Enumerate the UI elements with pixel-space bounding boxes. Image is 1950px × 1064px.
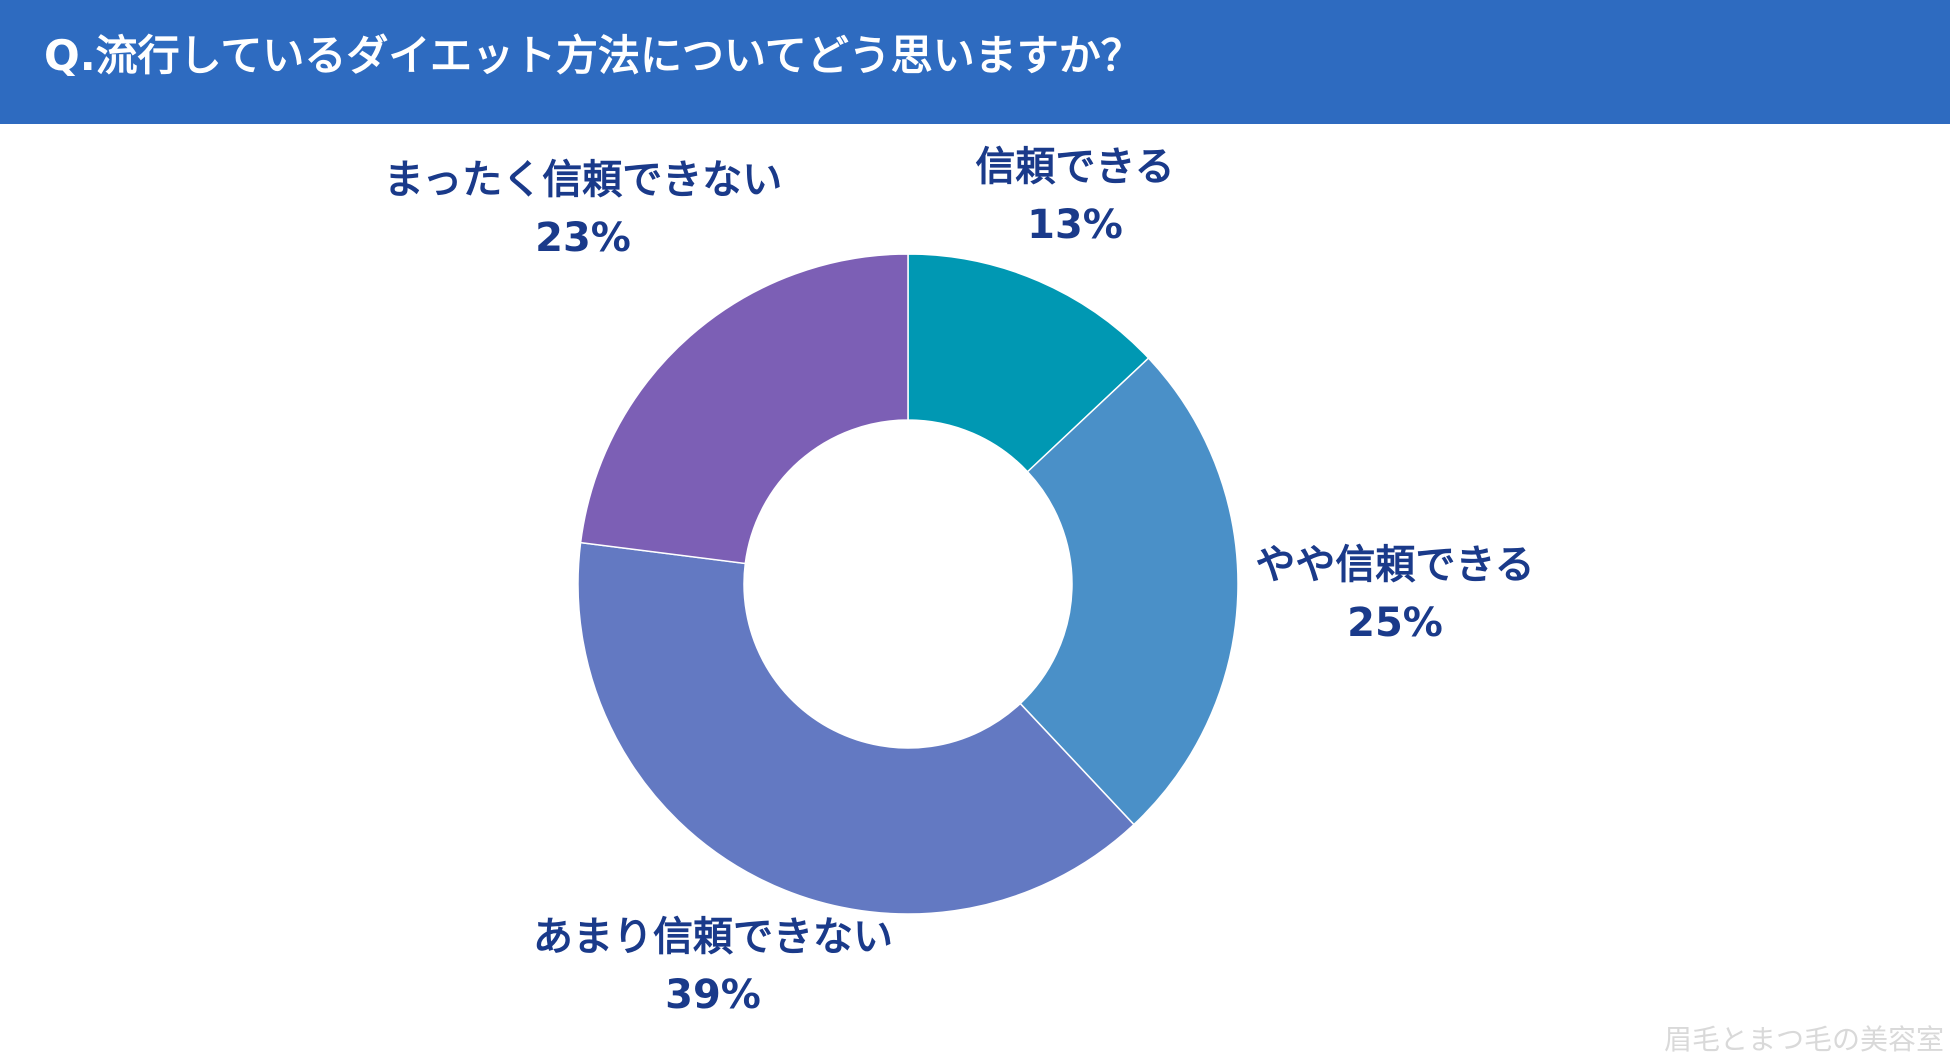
slice-not-very-trustworthy	[577, 541, 1135, 915]
question-title: Q.流行しているダイエット方法についてどう思いますか？	[44, 31, 1143, 80]
slice-trustworthy	[907, 253, 1150, 473]
slice-value-label-not-very-trustworthy: 39%	[665, 972, 761, 1018]
slice-value-label-somewhat-trustworthy: 25%	[1347, 600, 1443, 646]
slice-value-label-not-at-all-trustworthy: 23%	[535, 215, 631, 261]
slice-value-label-trustworthy: 13%	[1027, 202, 1123, 248]
slice-not-at-all-trustworthy	[579, 253, 909, 565]
slice-category-label-trustworthy: 信頼できる	[975, 144, 1174, 190]
donut-slices	[577, 253, 1239, 915]
slice-somewhat-trustworthy	[1019, 357, 1239, 826]
slice-category-label-not-at-all-trustworthy: まったく信頼できない	[384, 157, 782, 203]
slice-category-label-somewhat-trustworthy: やや信頼できる	[1255, 542, 1534, 588]
watermark: 眉毛とまつ毛の美容室	[1663, 1023, 1944, 1056]
slice-category-label-not-very-trustworthy: あまり信頼できない	[533, 914, 893, 960]
header-bar: Q.流行しているダイエット方法についてどう思いますか？	[0, 0, 1950, 124]
slice-labels: 信頼できる 13% やや信頼できる 25% あまり信頼できない 39% まったく信頼できない…	[384, 144, 1535, 1018]
